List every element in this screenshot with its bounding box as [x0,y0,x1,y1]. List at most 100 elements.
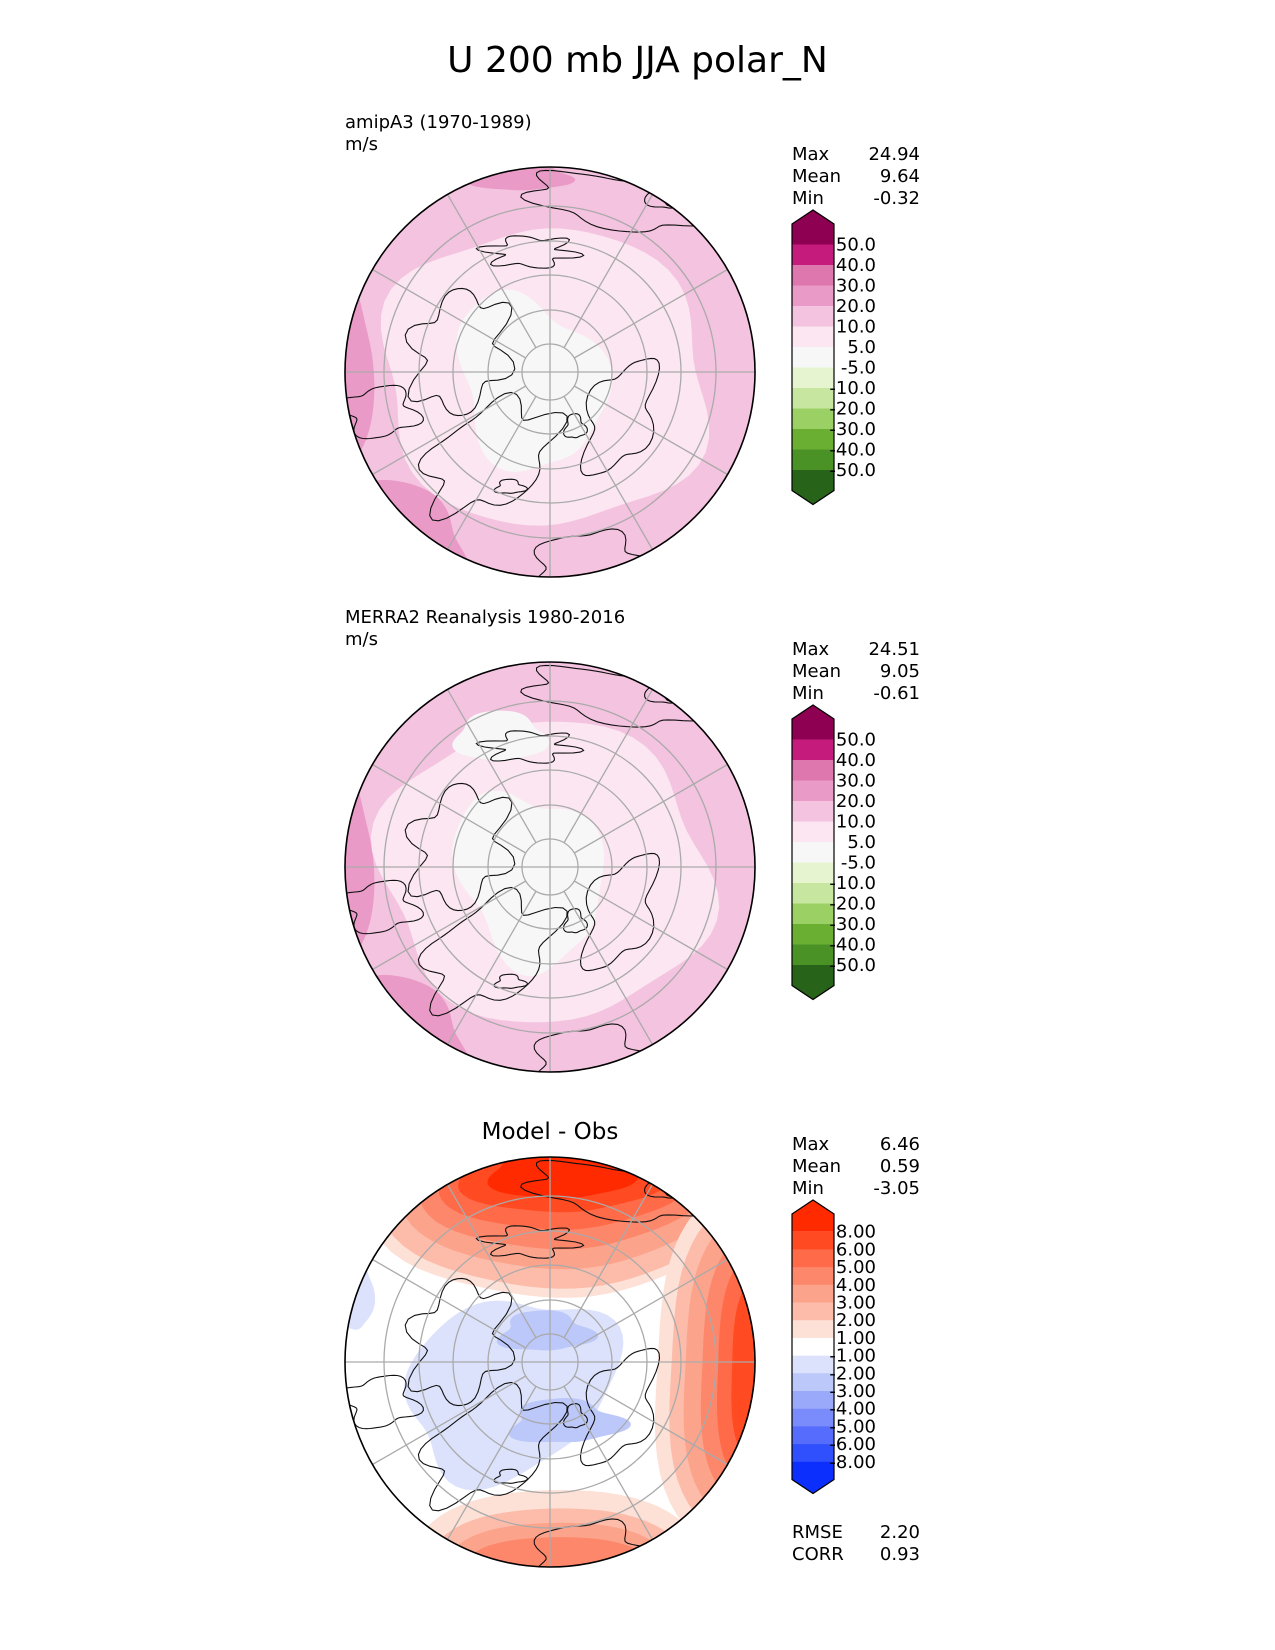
colorbar: 50.040.030.020.010.05.0-5.0-10.0-20.0-30… [791,704,876,1001]
colorbar-segment [792,470,834,505]
metric-label: RMSE [792,1522,843,1543]
colorbar-tick-label: 10.0 [836,317,876,338]
stat-min-value: -0.61 [873,683,920,704]
colorbar-segment [792,1373,834,1392]
coastline [563,908,588,934]
stats-box: Max 24.94 Mean 9.64 Min -0.32 [792,144,920,210]
colorbar-segment [792,760,834,781]
stat-min-row: Min -3.05 [792,1178,920,1200]
colorbar-segment [792,924,834,945]
panel-units: m/s [345,134,378,155]
longitude-line [573,1375,728,1466]
colorbar-tick-label: -5.0 [841,853,876,874]
colorbar-tick-label: -40.0 [829,440,876,461]
map [344,1156,756,1568]
colorbar-segment [792,1284,834,1303]
coastline [579,1347,661,1467]
colorbar-segment [792,739,834,761]
coastline [531,528,657,577]
colorbar-tick-label: -30.0 [829,419,876,440]
colorbar-segment [792,210,834,245]
coastline [493,1468,528,1484]
plot-canvas: 8.006.005.004.003.002.001.00-1.00-2.00-3… [344,1156,876,1568]
colorbar-tick-label: -3.00 [829,1381,876,1402]
longitude-line [563,1385,654,1540]
graticule [345,1157,755,1567]
stat-max-value: 24.51 [868,639,920,660]
colorbar-segment [792,883,834,904]
colorbar-tick-label: 30.0 [836,276,876,297]
colorbar-tick-label: -5.00 [829,1416,876,1437]
longitude-line [372,763,527,854]
colorbar-tick-label: -6.00 [829,1434,876,1455]
panel-title: amipA3 (1970-1989) [345,112,532,133]
colorbar-tick-label: -5.0 [841,358,876,379]
colorbar-segment [792,1267,834,1286]
stats-box: Max 24.51 Mean 9.05 Min -0.61 [792,639,920,705]
stat-label: Mean [792,661,842,682]
contour-region [731,1274,755,1465]
colorbar-tick-label: -10.0 [829,873,876,894]
colorbar-tick-label: -20.0 [829,399,876,420]
colorbar-tick-label: -10.0 [829,378,876,399]
colorbar: 8.006.005.004.003.002.001.00-1.00-2.00-3… [791,1199,876,1495]
stat-label: Min [792,1178,824,1199]
stat-max-value: 6.46 [879,1134,920,1155]
colorbar-segment [792,1337,834,1357]
longitude-line [446,1385,537,1540]
colorbar-tick-label: 1.00 [836,1328,876,1349]
stat-label: Mean [792,166,842,187]
colorbar-outline [791,1199,835,1495]
contour-region [452,710,550,761]
longitude-line [563,689,654,844]
longitude-line [563,194,654,349]
stat-max-row: Max 24.94 [792,144,920,166]
stat-mean-value: 0.59 [879,1156,920,1177]
colorbar-segment [792,1391,834,1410]
colorbar-tick-label: 40.0 [836,255,876,276]
coastline [493,973,528,989]
stats-box: Max 6.46 Mean 0.59 Min -3.05 [792,1134,920,1200]
colorbar-tick-label: 8.00 [836,1222,876,1243]
stat-mean-row: Mean 0.59 [792,1156,920,1178]
longitude-line [573,880,728,971]
colorbar-segment [792,1461,834,1494]
colorbar-tick-label: 20.0 [836,296,876,317]
stat-mean-value: 9.64 [879,166,920,187]
colorbar-segment [792,801,834,822]
stat-label: Max [792,639,830,660]
colorbar-segment [792,429,834,450]
colorbar-segment [792,347,834,368]
colorbar-segment [792,965,834,1000]
longitude-line [446,194,537,349]
coastline [475,1225,585,1259]
colorbar-tick-label: -50.0 [829,460,876,481]
colorbar-segment [792,449,834,471]
longitude-line [573,1258,728,1349]
colorbar-tick-label: 5.00 [836,1257,876,1278]
longitude-line [446,890,537,1045]
graticule [345,167,755,577]
longitude-line [573,268,728,359]
colorbar-segment [792,306,834,327]
longitude-line [446,1184,537,1339]
coastline [475,235,585,269]
stat-label: Min [792,683,824,704]
colorbar-segment [792,1355,834,1374]
contour-region [452,790,604,977]
colorbar-segment [792,1200,834,1232]
colorbar-segment [792,388,834,409]
colorbar-segment [792,244,834,266]
colorbar-segment [792,705,834,740]
plot-canvas: 50.040.030.020.010.05.0-5.0-10.0-20.0-30… [344,166,876,578]
stat-min-value: -3.05 [873,1178,920,1199]
colorbar-tick-label: -20.0 [829,894,876,915]
colorbar-segment [792,326,834,348]
colorbar-segment [792,265,834,286]
colorbar-segment [792,408,834,430]
metric-label: CORR [792,1544,844,1565]
coastline [404,287,516,417]
longitude-line [446,395,537,550]
coastline [493,478,528,494]
longitude-line [563,1184,654,1339]
